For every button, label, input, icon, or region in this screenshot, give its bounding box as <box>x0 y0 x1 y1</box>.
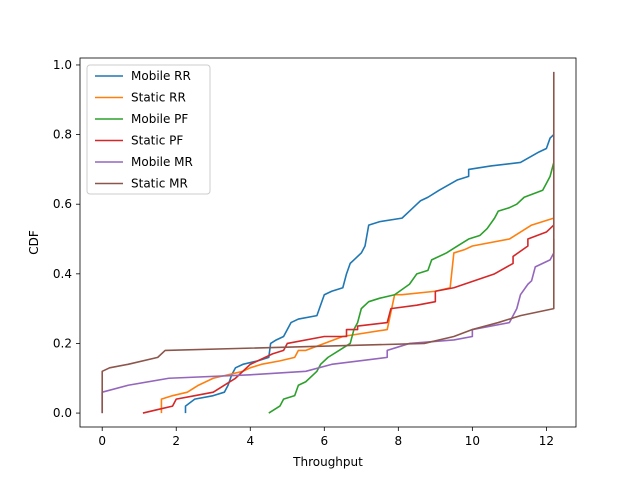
y-tick-label: 0.8 <box>53 128 72 142</box>
plot-frame <box>79 57 577 428</box>
series-line-1 <box>160 217 555 414</box>
x-tick-label: 4 <box>246 434 254 448</box>
x-axis-label: Throughput <box>292 455 363 469</box>
legend-entry: Static RR <box>131 91 186 105</box>
legend: Mobile RR Static RR Mobile PF Static PF Mobi… <box>86 64 211 195</box>
x-tick-label: 8 <box>395 434 403 448</box>
legend-entry: Static PF <box>131 134 183 148</box>
x-tick-label: 2 <box>172 434 180 448</box>
x-tick-label: 0 <box>98 434 106 448</box>
series-line-3 <box>142 224 555 414</box>
y-axis-label: CDF <box>27 230 41 255</box>
legend-entry: Mobile PF <box>131 112 188 126</box>
series-line-5 <box>101 71 555 414</box>
y-tick-label: 0.2 <box>53 336 72 350</box>
x-tick-label: 12 <box>539 434 554 448</box>
y-tick-label: 0.0 <box>53 406 72 420</box>
legend-box <box>86 64 211 195</box>
legend-entry: Static MR <box>131 177 188 191</box>
ticks-layer: 0 2 4 6 8 10 12 0.0 0.2 0.4 0.6 0.8 1.0 <box>53 58 554 448</box>
y-tick-label: 0.4 <box>53 267 72 281</box>
legend-entry: Mobile RR <box>131 69 191 83</box>
x-tick-label: 6 <box>320 434 328 448</box>
x-tick-label: 10 <box>465 434 480 448</box>
series-layer <box>101 71 555 414</box>
y-tick-label: 0.6 <box>53 197 72 211</box>
legend-entry: Mobile MR <box>131 155 193 169</box>
series-line-2 <box>268 162 555 414</box>
series-line-4 <box>101 239 555 414</box>
y-tick-label: 1.0 <box>53 58 72 72</box>
series-line-0 <box>184 133 555 414</box>
